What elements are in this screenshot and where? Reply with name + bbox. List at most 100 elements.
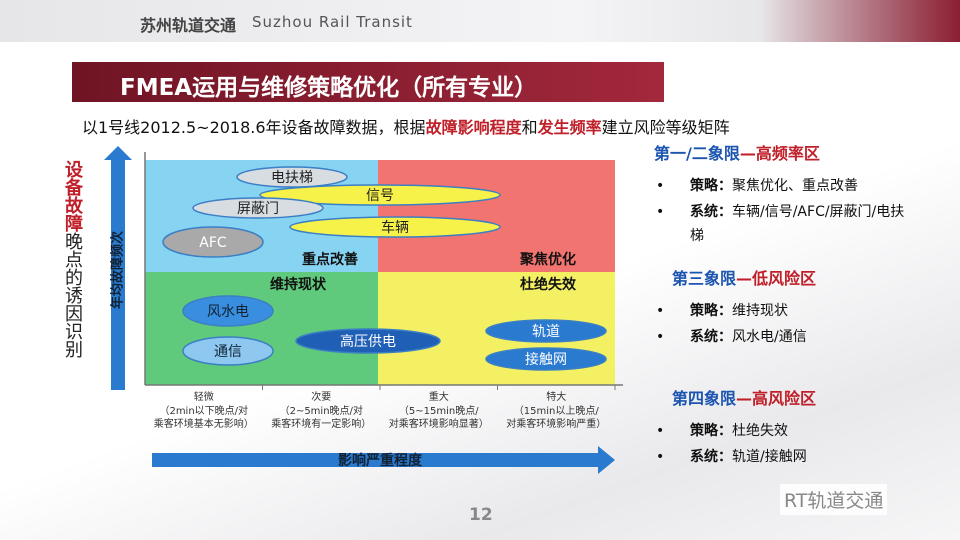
quadrant — [145, 272, 378, 385]
x-category-name: 重大 — [429, 390, 449, 403]
item-label: 高压供电 — [340, 333, 396, 350]
panel-item: • 策略：维持现状 — [650, 299, 910, 323]
item-ellipse — [485, 319, 607, 343]
x-category-desc-line: 乘客环境基本无影响） — [154, 417, 254, 430]
item-text: 轨道/接触网 — [732, 449, 807, 465]
quadrant-label: 维持现状 — [270, 276, 327, 293]
title-bar — [72, 62, 664, 102]
item-label: 屏蔽门 — [237, 201, 279, 217]
heading-zone: —高风险区 — [736, 389, 817, 408]
item-label: 风水电 — [207, 304, 249, 320]
header-accent — [760, 0, 960, 42]
x-category-desc-line: （15min以上晚点/ — [514, 405, 600, 417]
heading-quadrant: 第四象限 — [672, 389, 737, 408]
panel-item: • 系统：车辆/信号/AFC/屏蔽门/电扶梯 — [650, 200, 910, 248]
logo-cn: 苏州轨道交通 — [140, 16, 237, 35]
heading-quadrant: 第一/二象限 — [654, 144, 740, 163]
panel-section: 第一/二象限—高频率区 • 策略：聚焦优化、重点改善 • 系统：车辆/信号/AFC/屏蔽… — [650, 140, 910, 250]
section-heading: 第三象限—低风险区 — [672, 265, 910, 289]
x-category-desc-line: 对乘客环境影响严重） — [506, 417, 606, 430]
panel-section: 第四象限—高风险区 • 策略：杜绝失效 • 系统：轨道/接触网 — [650, 385, 910, 471]
x-category-desc-line: 乘客环境有一定影响） — [271, 417, 371, 430]
side-label: 设备故障晚点的诱因识别 — [62, 160, 83, 358]
item-ellipse — [485, 347, 607, 371]
item-ellipse — [192, 197, 324, 219]
quadrant-label: 聚焦优化 — [519, 251, 576, 268]
item-text: 杜绝失效 — [732, 423, 788, 439]
bullet: • — [656, 329, 665, 345]
title: FMEA运用与维修策略优化（所有专业） — [120, 75, 538, 101]
panel-item: • 策略：聚焦优化、重点改善 — [650, 174, 910, 198]
heading-quadrant: 第三象限 — [672, 269, 737, 288]
quadrant — [378, 160, 615, 272]
bullet: • — [656, 303, 665, 319]
item-ellipse — [259, 184, 501, 206]
bullet: • — [656, 449, 665, 465]
item-label: AFC — [199, 235, 227, 251]
item-ellipse — [162, 226, 264, 258]
y-arrow — [104, 146, 132, 390]
item-ellipse — [289, 216, 501, 238]
heading-zone: —高频率区 — [739, 144, 820, 163]
x-category-desc: （5~15min晚点/对乘客环境影响显著） — [389, 405, 489, 430]
item-label: 电扶梯 — [271, 170, 313, 186]
x-category-desc-line: （2~5min晚点/对 — [280, 404, 363, 417]
item-label: 策略： — [690, 178, 732, 194]
x-category-desc-line: （2min以下晚点/对 — [159, 404, 248, 417]
item-text: 车辆/信号/AFC/屏蔽门/电扶梯 — [690, 204, 905, 244]
logo-en: Suzhou Rail Transit — [252, 13, 413, 31]
y-axis-label: 年均故障频次 — [110, 231, 126, 309]
item-label: 轨道 — [532, 324, 560, 340]
x-category-desc-line: 对乘客环境影响显著） — [389, 417, 489, 430]
subtitle-part: 发生频率 — [537, 118, 602, 137]
x-category-desc: （15min以上晚点/对乘客环境影响严重） — [506, 405, 606, 430]
panel-item: • 策略：杜绝失效 — [650, 419, 910, 443]
x-category-name: 特大 — [546, 390, 566, 403]
item-label: 策略： — [690, 303, 732, 319]
quadrant-label: 重点改善 — [302, 251, 358, 268]
panel-section: 第三象限—低风险区 • 策略：维持现状 • 系统：风水电/通信 — [650, 265, 910, 351]
x-category-name: 次要 — [311, 390, 331, 403]
subtitle-part: 建立风险等级矩阵 — [601, 118, 730, 137]
watermark: RT轨道交通 — [780, 484, 888, 515]
bullet: • — [656, 178, 665, 194]
x-category-name: 轻微 — [194, 390, 214, 403]
panel-item: • 系统：风水电/通信 — [650, 325, 910, 349]
panel-item: • 系统：轨道/接触网 — [650, 445, 910, 469]
section-heading: 第一/二象限—高频率区 — [654, 140, 910, 164]
page-number: 12 — [469, 505, 493, 525]
item-ellipse — [182, 336, 274, 366]
side-label-rest: 晚点的诱因识别 — [62, 232, 83, 358]
bullet: • — [656, 423, 665, 439]
x-arrow — [152, 446, 615, 474]
item-ellipse — [295, 328, 441, 354]
subtitle: 以1号线2012.5~2018.6年设备故障数据，根据故障影响程度和发生频率建立… — [82, 114, 730, 138]
item-label: 接触网 — [525, 351, 567, 368]
subtitle-part: 和 — [521, 118, 538, 137]
bullet: • — [656, 204, 665, 220]
item-label: 信号 — [366, 188, 394, 204]
quadrant-label: 杜绝失效 — [520, 276, 577, 293]
item-text: 风水电/通信 — [732, 329, 807, 345]
x-axis-label: 影响严重程度 — [338, 452, 423, 469]
subtitle-part: 故障影响程度 — [425, 118, 522, 137]
item-label: 策略： — [690, 423, 732, 439]
item-text: 聚焦优化、重点改善 — [732, 178, 858, 194]
item-label: 系统： — [690, 329, 732, 345]
subtitle-part: 以1号线2012.5~2018.6年设备故障数据，根据 — [82, 118, 426, 137]
item-ellipse — [182, 295, 274, 327]
section-heading: 第四象限—高风险区 — [672, 385, 910, 409]
item-label: 系统： — [690, 204, 732, 220]
item-ellipse — [236, 166, 348, 188]
item-label: 系统： — [690, 449, 732, 465]
item-label: 通信 — [214, 344, 242, 360]
x-category-desc-line: （5~15min晚点/ — [399, 405, 479, 417]
side-label-highlight: 设备故障 — [62, 160, 83, 232]
item-label: 车辆 — [381, 219, 409, 236]
heading-zone: —低风险区 — [736, 269, 817, 288]
x-category-desc: （2~5min晚点/对乘客环境有一定影响） — [271, 404, 371, 430]
x-category-desc: （2min以下晚点/对乘客环境基本无影响） — [154, 404, 254, 430]
item-text: 维持现状 — [732, 303, 788, 319]
